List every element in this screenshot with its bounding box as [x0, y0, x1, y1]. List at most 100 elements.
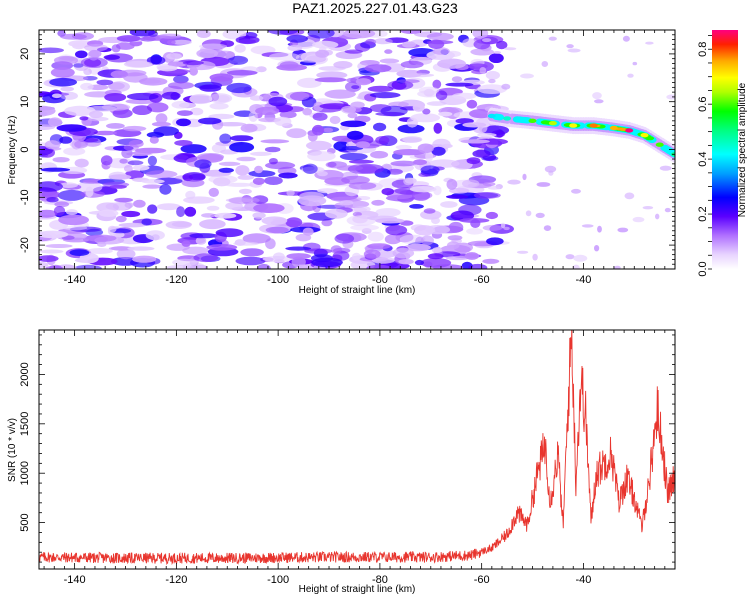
noise-blob [315, 49, 330, 58]
noise-blob [101, 103, 131, 111]
noise-blob [85, 186, 94, 198]
noise-blob [367, 85, 394, 92]
noise-blob [189, 233, 218, 239]
noise-blob [481, 138, 508, 145]
noise-blob [40, 249, 64, 254]
noise-blob [113, 231, 125, 238]
noise-blob [206, 205, 220, 211]
noise-blob [193, 253, 219, 263]
noise-blob [142, 184, 163, 189]
noise-blob [341, 146, 364, 151]
snr-series-group [39, 330, 675, 566]
noise-blob [141, 218, 152, 226]
noise-blob [343, 30, 376, 39]
noise-blob [482, 224, 503, 231]
y-tick-label: 10 [19, 96, 31, 108]
noise-blob [104, 93, 127, 102]
noise-blob [228, 196, 260, 205]
noise-blob [226, 70, 258, 76]
noise-blob [479, 67, 487, 74]
noise-blob [400, 30, 422, 34]
noise-blob [355, 78, 371, 86]
noise-blob [229, 135, 254, 142]
noise-blob [417, 143, 434, 154]
noise-blob [448, 221, 464, 233]
noise-blob [324, 89, 356, 99]
noise-blob [87, 116, 109, 122]
noise-blob [123, 144, 139, 151]
noise-blob [395, 144, 412, 150]
noise-blob [196, 30, 211, 38]
noise-blob [58, 214, 89, 226]
noise-blob [133, 199, 146, 208]
noise-blob [311, 257, 343, 268]
noise-blob [375, 111, 405, 117]
noise-blob [452, 92, 477, 100]
noise-blob [384, 49, 393, 54]
noise-blob [314, 77, 347, 83]
noise-blob [381, 188, 395, 196]
noise-blob [278, 172, 298, 179]
noise-blob [208, 93, 233, 104]
noise-blob [41, 190, 60, 199]
x-tick-label: -80 [372, 274, 388, 286]
noise-blob [329, 115, 341, 125]
noise-blob [333, 61, 353, 69]
noise-blob [304, 248, 333, 254]
noise-blob [398, 259, 414, 265]
noise-blob [173, 75, 189, 84]
noise-blob [189, 107, 204, 116]
noise-blob [218, 167, 234, 173]
noise-blob [182, 174, 193, 182]
noise-blob [469, 109, 493, 119]
noise-blob [96, 79, 114, 86]
y-tick-label: -20 [19, 237, 31, 253]
noise-blob [161, 91, 181, 100]
noise-blob [592, 92, 602, 100]
y-tick-label: 500 [19, 513, 31, 531]
noise-blob [535, 212, 545, 218]
x-tick-label: -140 [64, 574, 86, 586]
noise-blob [146, 102, 169, 113]
ridge-peak [609, 125, 618, 131]
noise-blob [285, 246, 312, 251]
noise-blob [477, 84, 507, 94]
noise-blob [69, 249, 90, 256]
noise-blob [392, 247, 415, 259]
noise-blob [374, 38, 393, 45]
noise-blob [402, 41, 416, 48]
noise-blob [122, 125, 147, 132]
noise-blob [351, 252, 362, 261]
noise-blob [324, 208, 348, 219]
snr-panel: -140 -120 -100 -80 -60 -40 500 1000 1500 2000 Heig… [7, 329, 676, 595]
noise-blob [49, 77, 77, 87]
noise-blob [206, 244, 238, 251]
noise-blob [74, 140, 88, 149]
noise-blob [642, 206, 654, 210]
noise-blob [147, 204, 158, 214]
noise-blob [286, 128, 307, 139]
noise-blob [199, 43, 228, 50]
noise-blob [250, 151, 272, 156]
noise-blob [409, 186, 437, 193]
noise-blob [366, 264, 392, 269]
noise-blob [632, 216, 645, 223]
x-tick-label: -80 [372, 574, 388, 586]
noise-blob [167, 61, 188, 67]
noise-blob [176, 206, 186, 218]
noise-blob [80, 57, 108, 68]
noise-blob [195, 236, 207, 245]
noise-blob [123, 165, 133, 172]
noise-blob [60, 91, 78, 100]
noise-blob [115, 215, 127, 223]
noise-blob [182, 246, 210, 255]
noise-blob [114, 197, 133, 203]
noise-blob [40, 167, 71, 172]
noise-blob [227, 55, 249, 65]
noise-blob [384, 234, 402, 245]
signal-ridge [487, 107, 675, 163]
noise-blob [462, 179, 480, 188]
noise-blob [470, 48, 495, 56]
noise-blob [441, 143, 453, 149]
noise-blob [617, 227, 629, 233]
